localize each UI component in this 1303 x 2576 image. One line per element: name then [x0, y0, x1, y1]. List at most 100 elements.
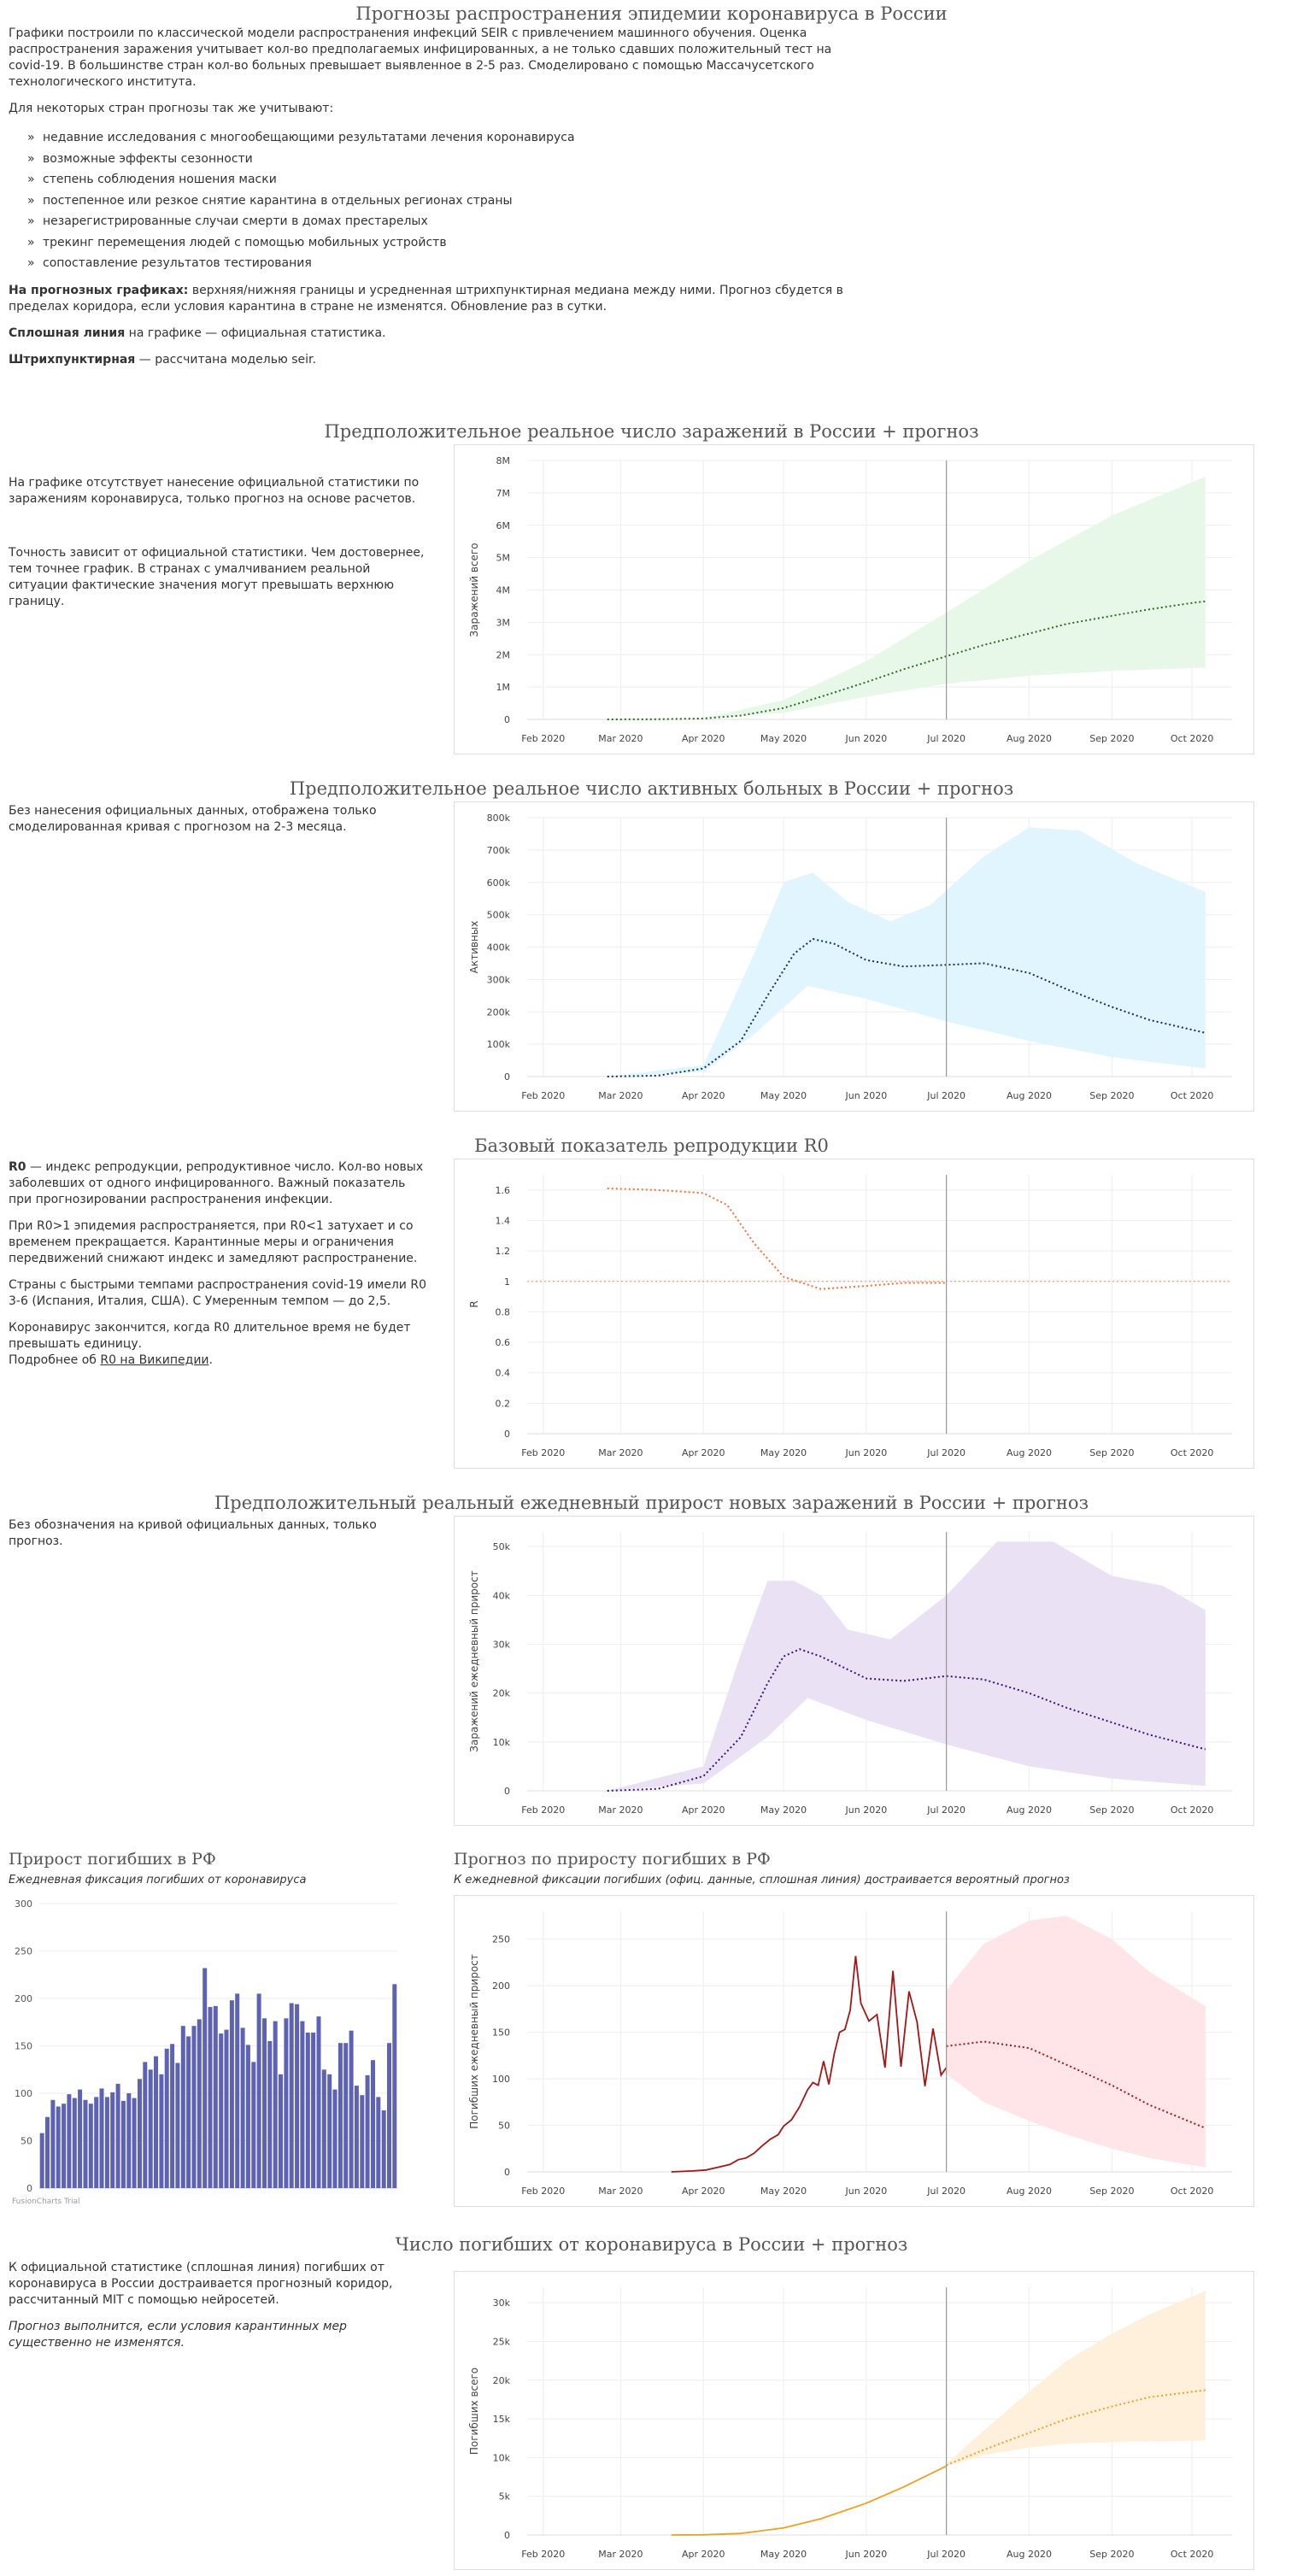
page-title: Прогнозы распространения эпидемии корона… [355, 3, 948, 24]
x-tick-label: Oct 2020 [1171, 2186, 1214, 2197]
x-tick-label: Jul 2020 [926, 2549, 966, 2560]
y-tick-label: 6M [496, 520, 511, 531]
bar [62, 2104, 67, 2188]
chart-deaths-total[interactable]: Feb 2020 Mar 2020 Apr 2020 May 2020 Jun 2020… [454, 2271, 1254, 2570]
y-tick-label: 150 [492, 2027, 510, 2039]
bar [159, 2074, 164, 2188]
bar [343, 2043, 349, 2188]
y-axis-label: Заражений всего [468, 543, 480, 637]
y-tick-label: 7M [496, 488, 511, 499]
section-text-span: — индекс репродукции, репродуктивное чис… [9, 1160, 424, 1206]
bar [251, 2062, 256, 2188]
chart-svg: Feb 2020 Mar 2020 Apr 2020 May 2020 Jun 2020… [468, 813, 1232, 1101]
y-tick-label: 800k [487, 813, 511, 824]
section-text-r0: R0 — индекс репродукции, репродуктивное … [9, 1159, 427, 1379]
y-axis-label: Активных [468, 921, 480, 974]
x-tick-label: Aug 2020 [1007, 1090, 1052, 1101]
x-tick-label: May 2020 [760, 1090, 807, 1101]
list-item: возможные эффекты сезонности [27, 149, 854, 170]
bar [39, 2133, 44, 2188]
bar [94, 2097, 99, 2188]
bar [273, 2021, 278, 2188]
x-tick-label: Oct 2020 [1171, 2549, 1214, 2560]
y-tick-label: 0 [504, 2167, 510, 2178]
section-paragraph: Коронавирус закончится, когда R0 длитель… [9, 1321, 411, 1351]
bar [229, 2000, 234, 2188]
x-tick-label: Apr 2020 [682, 1804, 725, 1816]
bar [245, 2045, 250, 2188]
section-paragraph: Точность зависит от официальной статисти… [9, 546, 425, 608]
median-line [607, 600, 1206, 720]
x-tick-label: Feb 2020 [521, 733, 565, 744]
section-title-deaths-total: Число погибших от коронавируса в России … [395, 2234, 908, 2255]
bar [170, 2044, 175, 2188]
x-tick-label: Aug 2020 [1007, 1447, 1052, 1458]
x-tick-label: Feb 2020 [521, 1804, 565, 1816]
y-tick-label: 1 [504, 1276, 510, 1288]
bar [305, 2033, 310, 2188]
wikipedia-link[interactable]: R0 на Википедии [100, 1353, 209, 1367]
bar [267, 2040, 273, 2188]
chart-daily[interactable]: Feb 2020 Mar 2020 Apr 2020 May 2020 Jun 2020… [454, 1516, 1254, 1826]
x-tick-label: Sep 2020 [1089, 1804, 1134, 1816]
bar [213, 2005, 218, 2188]
x-tick-label: Mar 2020 [598, 733, 643, 744]
bar [115, 2083, 120, 2188]
y-tick-label: 250 [492, 1934, 510, 1945]
x-tick-label: Aug 2020 [1007, 733, 1052, 744]
y-tick-label: 1M [496, 682, 511, 693]
bar [256, 1993, 261, 2188]
y-tick-label: 0.8 [496, 1306, 511, 1317]
bar [235, 1993, 240, 2188]
bold-label: Сплошная линия [9, 326, 126, 340]
section-text-deaths-total: К официальной статистике (сплошная линия… [9, 2260, 427, 2362]
y-tick-label: 20k [493, 1688, 511, 1699]
section-paragraph: Без нанесения официальных данных, отобра… [9, 804, 377, 834]
bar [164, 2048, 169, 2188]
bar [175, 2063, 180, 2188]
chart-credit: FusionCharts Trial [12, 2198, 79, 2206]
chart-active[interactable]: Feb 2020 Mar 2020 Apr 2020 May 2020 Jun 2020… [454, 801, 1254, 1112]
x-tick-label: Oct 2020 [1171, 1090, 1214, 1101]
x-tick-label: Feb 2020 [521, 2186, 565, 2197]
intro-paragraph-5: Штрихпунктирная — рассчитана моделью sei… [9, 352, 854, 368]
y-tick-label: 5M [496, 553, 511, 564]
bar [138, 2079, 142, 2188]
bar [191, 2026, 197, 2188]
chart-deaths-daily[interactable]: Feb 2020 Mar 2020 Apr 2020 May 2020 Jun 2020… [454, 1895, 1254, 2207]
x-tick-label: Mar 2020 [598, 2549, 643, 2560]
chart-infected[interactable]: Feb 2020 Mar 2020 Apr 2020 May 2020 Jun 2020… [454, 444, 1254, 754]
y-tick-label: 10k [493, 1737, 511, 1748]
intro-paragraph-4: Сплошная линия на графике — официальная … [9, 326, 854, 342]
x-tick-label: Aug 2020 [1007, 1804, 1052, 1816]
official-line [671, 1956, 948, 2173]
bar [154, 2056, 158, 2188]
chart-deaths-bar[interactable]: 0 50 100 150 200 250 300 FusionCharts Trial [9, 1895, 402, 2207]
bar [104, 2097, 109, 2188]
x-tick-label: Apr 2020 [682, 1090, 725, 1101]
section-title-active: Предположительное реальное число активны… [289, 778, 1014, 799]
y-tick-label: 100k [487, 1039, 511, 1050]
bold-label: Штрихпунктирная [9, 352, 136, 367]
bar [208, 2007, 213, 2188]
x-tick-label: Oct 2020 [1171, 733, 1214, 744]
x-tick-label: Mar 2020 [598, 1804, 643, 1816]
chart-r0[interactable]: Feb 2020 Mar 2020 Apr 2020 May 2020 Jun 2020… [454, 1159, 1254, 1469]
bar [360, 2095, 365, 2188]
y-tick-label: 1.4 [496, 1215, 511, 1226]
bar [381, 2110, 386, 2188]
bar [83, 2099, 88, 2188]
x-tick-label: Jul 2020 [926, 1804, 966, 1816]
x-tick-label: Mar 2020 [598, 1447, 643, 1458]
median-line [607, 1188, 947, 1290]
bar [354, 2086, 359, 2188]
bar [126, 2093, 132, 2188]
bar [284, 2018, 289, 2188]
x-tick-label: Jun 2020 [845, 733, 888, 744]
y-tick-label: 0 [504, 1071, 510, 1083]
bar [376, 2097, 381, 2188]
list-item: трекинг перемещения людей с помощью моби… [27, 232, 854, 254]
y-tick-label: 300k [487, 974, 511, 985]
y-tick-label: 150 [15, 2041, 32, 2052]
y-tick-label: 8M [496, 455, 511, 466]
